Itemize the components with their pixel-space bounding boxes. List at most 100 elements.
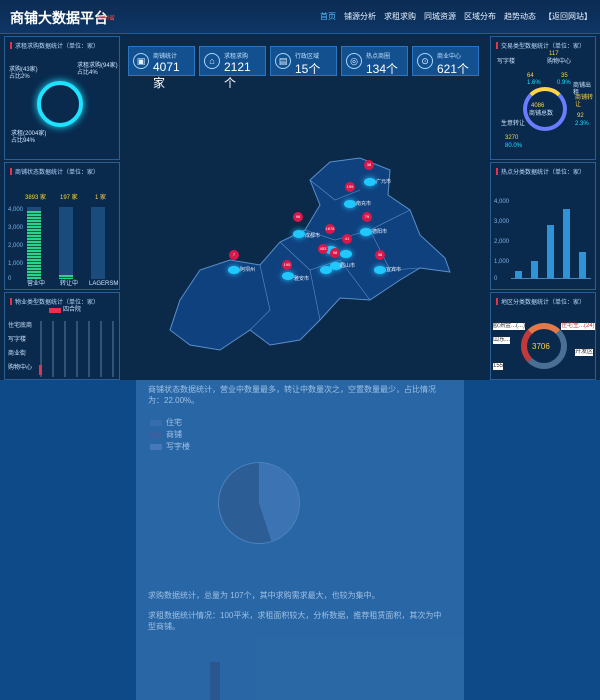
nav-home[interactable]: 首页 xyxy=(320,12,336,21)
pin-label: 南充市 xyxy=(356,201,372,207)
type-label: 写字楼 xyxy=(8,337,27,343)
stat-shops[interactable]: ▣ 商铺统计 4071 家 xyxy=(128,46,195,90)
hot-bar xyxy=(531,260,538,278)
report-bar xyxy=(210,662,220,700)
status-bar-fill xyxy=(59,275,73,279)
tx-pct: 1.6% xyxy=(527,80,541,86)
stat-label: 商业中心 xyxy=(437,54,462,60)
pin-glow xyxy=(282,272,294,280)
status-bar-chart xyxy=(27,207,117,279)
map-pin[interactable]: 79 xyxy=(362,212,372,222)
status-value-2: 1 家 xyxy=(95,195,107,201)
area-center: 3706 xyxy=(532,342,550,351)
province-map xyxy=(169,157,451,351)
nav-supply-analysis[interactable]: 铺源分析 xyxy=(344,12,376,21)
nav-rent-buy[interactable]: 求租求购 xyxy=(384,12,416,21)
map-pin[interactable]: 195 xyxy=(282,260,292,270)
panel-title: 交易类型数据统计（单位：家） xyxy=(496,41,585,50)
pin-glow xyxy=(340,250,352,258)
hot-bar xyxy=(547,224,554,278)
type-label: 购物中心 xyxy=(8,365,33,371)
pin-label: 宜宾市 xyxy=(386,267,402,273)
map-pin[interactable]: 199 xyxy=(345,182,355,192)
stat-hot-districts[interactable]: ◎ 热点商圈 134个 xyxy=(341,46,408,76)
label-rent-buy: 求租求购(94家) 占比4% xyxy=(77,63,118,76)
donut-chart xyxy=(37,81,83,127)
tx-name: 商铺出租 xyxy=(573,83,592,96)
pin-label: 广元市 xyxy=(376,179,392,185)
stat-business-centers[interactable]: ⊙ 商业中心 621个 xyxy=(412,46,479,76)
nav-back-to-site[interactable]: 【返回网站】 xyxy=(544,12,592,21)
nav-area-distribution[interactable]: 区域分布 xyxy=(464,12,496,21)
area-label: 住宅生...(24) xyxy=(561,323,595,330)
stat-label: 求租求购 xyxy=(224,54,249,60)
shop-icon: ▣ xyxy=(133,53,149,69)
stat-regions[interactable]: ▤ 行政区域 15个 xyxy=(270,46,337,76)
top-header: 商铺大数据平台 四川省 首页 铺源分析 求租求购 同城资源 区域分布 趋势动态 … xyxy=(0,0,600,34)
nav-trends[interactable]: 趋势动态 xyxy=(504,12,536,21)
pin-label: 德阳市 xyxy=(372,229,388,235)
pin-glow xyxy=(364,178,376,186)
report-document: 商铺状态数据统计，营业中数量最多，转让中数量次之，空置数量最少，占比情况为：22… xyxy=(136,380,464,700)
pin-glow xyxy=(344,200,356,208)
tx-pct: 80.0% xyxy=(505,143,523,149)
pin-glow xyxy=(320,266,332,274)
area-donut xyxy=(521,323,567,369)
y-tick: 1,000 xyxy=(8,261,24,267)
map-pin[interactable]: 453 xyxy=(318,244,328,254)
type-label: 商业街 xyxy=(8,351,27,357)
stat-value: 4071 家 xyxy=(153,60,180,90)
pin-glow xyxy=(374,266,386,274)
panel-hot-category: 热点分类数据统计（单位：家） 4,000 3,000 2,000 1,000 0 xyxy=(490,162,596,290)
pin-label: 阿坝州 xyxy=(240,267,256,273)
stat-label: 热点商圈 xyxy=(366,54,391,60)
hot-bar xyxy=(515,271,522,278)
map-pin[interactable]: 38 xyxy=(375,250,385,260)
stat-value: 134个 xyxy=(366,62,399,76)
tx-value: 117 xyxy=(549,51,559,57)
stat-rent-buy[interactable]: ⌂ 求租求购 2121 个 xyxy=(199,46,266,90)
main-nav: 首页 铺源分析 求租求购 同城资源 区域分布 趋势动态 【返回网站】 xyxy=(320,11,592,22)
map-pin[interactable]: 7 xyxy=(229,250,239,260)
report-paragraph: 商铺状态数据统计，营业中数量最多，转让中数量次之，空置数量最少，占比情况为：22… xyxy=(148,385,436,405)
legend-swatch xyxy=(150,420,162,426)
map-pin[interactable]: 38 xyxy=(364,160,374,170)
report-paragraph: 求租数据统计情况：100平米，求租面积较大，分析数据，推荐租赁面积，其次为中型商… xyxy=(148,611,442,631)
region-icon: ▤ xyxy=(275,53,291,69)
map-pin[interactable]: 98 xyxy=(330,248,340,258)
hot-bar-chart xyxy=(511,193,591,279)
center-label: 商铺总数 xyxy=(529,111,554,117)
map-pin[interactable]: 1678 xyxy=(325,224,335,234)
legend-label: 写字楼 xyxy=(166,442,190,451)
tx-name: 生意转让 xyxy=(501,121,526,127)
y-tick: 0 xyxy=(8,276,12,282)
pin-glow xyxy=(330,262,342,270)
area-label: 155 xyxy=(493,363,504,370)
y-tick: 3,000 xyxy=(8,225,24,231)
house-icon: ⌂ xyxy=(204,53,220,69)
area-label: 开发区 xyxy=(575,349,594,356)
hot-bar xyxy=(579,252,586,278)
y-tick: 0 xyxy=(494,276,498,282)
nav-local-resources[interactable]: 同城资源 xyxy=(424,12,456,21)
tx-value: 35 xyxy=(561,73,568,79)
y-tick: 4,000 xyxy=(494,199,510,205)
legend-label: 住宅 xyxy=(166,418,182,427)
x-label: 转让中 xyxy=(60,281,79,287)
status-bar xyxy=(59,207,73,279)
pin-glow xyxy=(360,228,372,236)
pin-label: 成都市 xyxy=(305,233,321,239)
legend-label: 商铺 xyxy=(166,430,182,439)
tx-value: 3270 xyxy=(505,135,519,141)
area-label: 欧洲金...(...) xyxy=(493,323,525,330)
y-tick: 2,000 xyxy=(8,243,24,249)
map-pin[interactable]: 98 xyxy=(293,212,303,222)
status-bar xyxy=(91,207,105,279)
pin-label: 眉山市 xyxy=(340,263,356,269)
map-pin[interactable]: 41 xyxy=(342,234,352,244)
tx-pct: 0.9% xyxy=(557,80,571,86)
hot-bar xyxy=(563,209,570,278)
panel-property-type: 物业类型数据统计（单位：家） 四合院 住宅底商 写字楼 商业街 购物中心 xyxy=(4,292,120,380)
transaction-donut xyxy=(523,87,567,131)
type-grid xyxy=(39,321,114,377)
